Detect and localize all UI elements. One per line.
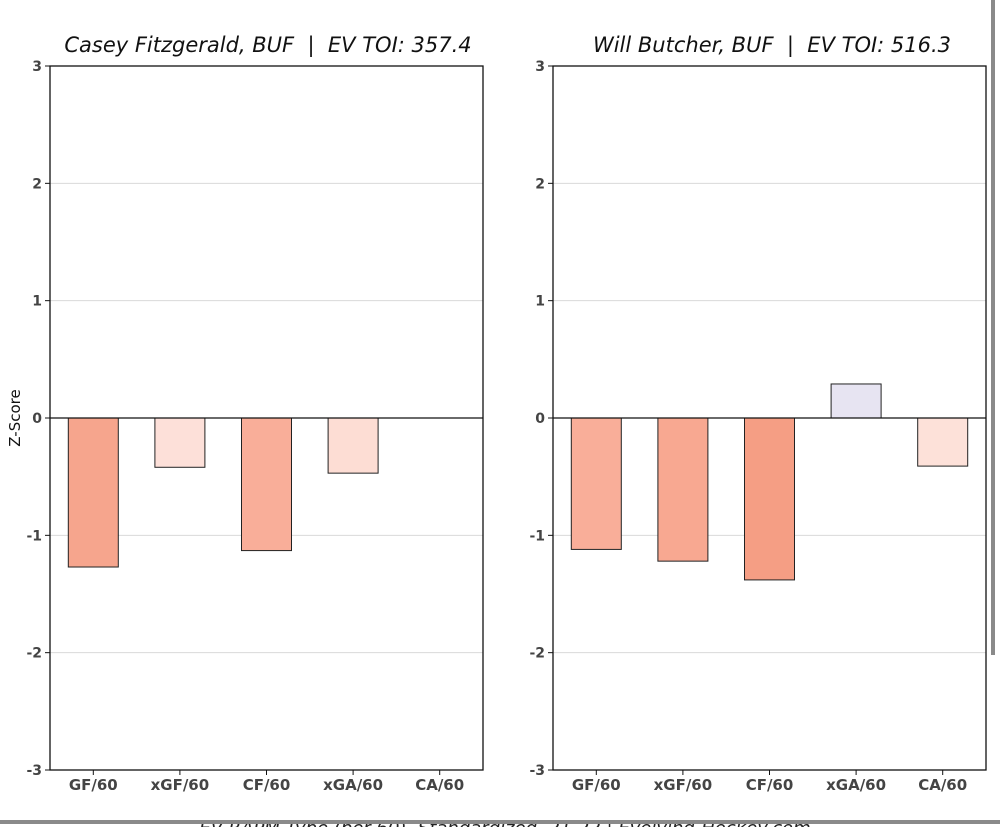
x-tick-label: CA/60 (918, 776, 967, 794)
x-tick-label: GF/60 (69, 776, 118, 794)
bar-xga-60 (327, 417, 379, 474)
x-tick-label: CA/60 (415, 776, 464, 794)
x-tick-label: CF/60 (746, 776, 794, 794)
bar-cf-60 (241, 417, 292, 552)
y-tick-label: 1 (32, 294, 42, 310)
y-tick-label: 0 (32, 411, 42, 427)
bar-xgf-60 (154, 417, 206, 468)
y-axis-label: Z-Score (6, 389, 24, 446)
chart-title: Casey Fitzgerald, BUF | EV TOI: 357.4 (64, 33, 471, 58)
x-tick-label: xGA/60 (826, 776, 886, 794)
bar-cf-60 (744, 417, 795, 581)
bar-ca-60 (917, 417, 969, 467)
y-tick-label: -2 (26, 646, 42, 662)
chart-panel-1: 3 2 1 0 -1 -2 -3 GF/60 xGF/60 CF/60 xGA/60 CA/60 Cas… (26, 33, 484, 794)
x-tick-label: xGA/60 (323, 776, 383, 794)
y-tick-label: 0 (535, 411, 545, 427)
y-tick-label: -1 (529, 528, 545, 544)
x-tick-label: xGF/60 (654, 776, 713, 794)
y-tick-label: 2 (32, 176, 42, 192)
bar-xga-60 (830, 383, 882, 419)
y-tick-label: 3 (32, 59, 42, 75)
chart-panel-2: 3 2 1 0 -1 -2 -3 GF/60 xGF/60 CF/60 xGA/60 CA/60 Wil… (529, 33, 987, 794)
bottom-edge-border (0, 820, 1000, 824)
y-tick-label: -2 (529, 646, 545, 662)
right-edge-border (991, 0, 995, 655)
bar-gf-60 (67, 417, 119, 568)
x-tick-label: xGF/60 (151, 776, 210, 794)
bar-gf-60 (570, 417, 622, 550)
y-tick-label: 2 (535, 176, 545, 192)
y-tick-label: -3 (26, 763, 42, 779)
y-tick-label: -3 (529, 763, 545, 779)
bar-xgf-60 (657, 417, 709, 562)
y-tick-label: 1 (535, 294, 545, 310)
y-tick-label: 3 (535, 59, 545, 75)
x-tick-label: CF/60 (243, 776, 291, 794)
chart-title: Will Butcher, BUF | EV TOI: 516.3 (593, 33, 951, 58)
y-tick-label: -1 (26, 528, 42, 544)
x-tick-label: GF/60 (572, 776, 621, 794)
